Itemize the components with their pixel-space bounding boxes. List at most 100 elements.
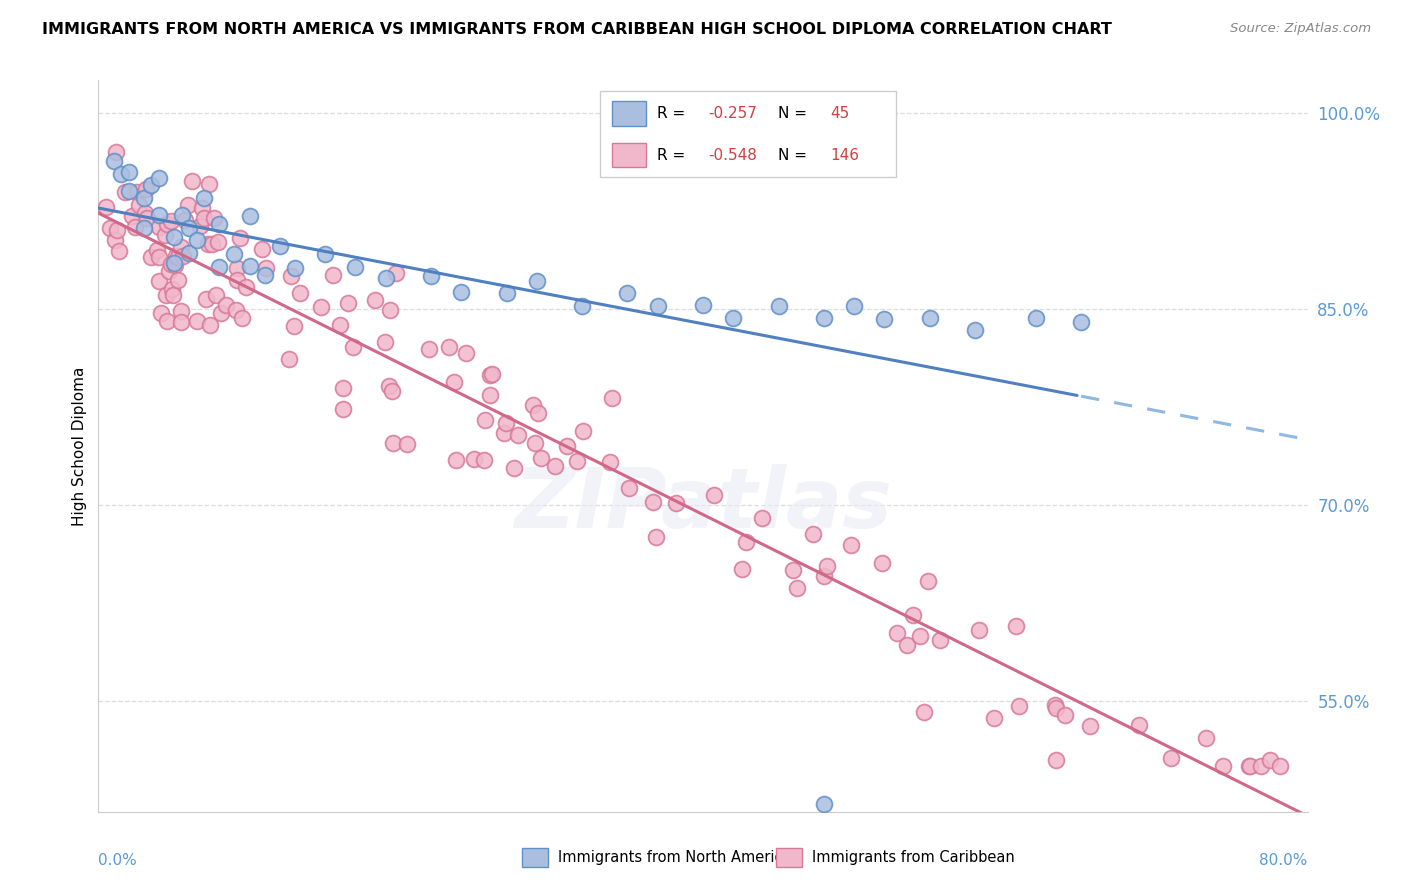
Point bbox=[225, 273, 247, 287]
Point bbox=[157, 263, 180, 277]
Point bbox=[481, 368, 503, 382]
Point bbox=[844, 299, 866, 313]
Point bbox=[224, 247, 246, 261]
Point bbox=[208, 260, 231, 274]
Point bbox=[162, 288, 184, 302]
Point bbox=[1045, 752, 1067, 766]
Text: N =: N = bbox=[778, 106, 811, 121]
Point bbox=[225, 302, 247, 317]
Point bbox=[207, 235, 229, 249]
Point bbox=[149, 306, 172, 320]
Point bbox=[572, 424, 595, 438]
Point bbox=[382, 436, 405, 450]
Point bbox=[647, 299, 669, 313]
Point bbox=[283, 318, 305, 333]
Point bbox=[98, 221, 121, 235]
Point bbox=[565, 453, 588, 467]
Point bbox=[103, 154, 125, 169]
Point bbox=[456, 345, 478, 359]
Point bbox=[1239, 759, 1261, 773]
Point bbox=[198, 177, 221, 191]
Point bbox=[156, 314, 179, 328]
Point bbox=[239, 209, 262, 223]
Point bbox=[160, 282, 183, 296]
Point bbox=[254, 260, 277, 275]
Point bbox=[782, 563, 804, 577]
Point bbox=[269, 239, 291, 253]
Point bbox=[643, 494, 665, 508]
Point bbox=[104, 233, 127, 247]
Point bbox=[208, 217, 231, 231]
Point bbox=[917, 574, 939, 588]
Point bbox=[139, 251, 162, 265]
Point bbox=[163, 258, 186, 272]
Point bbox=[239, 259, 262, 273]
Point bbox=[177, 198, 200, 212]
Point bbox=[148, 220, 170, 235]
Point bbox=[645, 530, 668, 544]
Bar bbox=[613, 144, 647, 168]
Point bbox=[1128, 718, 1150, 732]
Point bbox=[813, 797, 835, 811]
Point bbox=[215, 297, 238, 311]
Text: -0.257: -0.257 bbox=[707, 106, 756, 121]
Point bbox=[751, 511, 773, 525]
Point bbox=[288, 285, 311, 300]
Point bbox=[190, 219, 212, 233]
Point bbox=[148, 171, 170, 186]
Point bbox=[250, 242, 273, 256]
FancyBboxPatch shape bbox=[600, 90, 897, 177]
Point bbox=[322, 268, 344, 282]
Point bbox=[526, 275, 548, 289]
Point bbox=[527, 406, 550, 420]
Text: 45: 45 bbox=[830, 106, 849, 121]
Point bbox=[172, 250, 194, 264]
Y-axis label: High School Diploma: High School Diploma bbox=[72, 367, 87, 525]
Point bbox=[437, 340, 460, 354]
Point bbox=[522, 398, 544, 412]
Point bbox=[1250, 759, 1272, 773]
Point bbox=[332, 401, 354, 416]
Point bbox=[336, 296, 359, 310]
Point bbox=[198, 318, 221, 332]
Point bbox=[1053, 708, 1076, 723]
Point bbox=[1080, 719, 1102, 733]
Point bbox=[1212, 759, 1234, 773]
Point bbox=[160, 214, 183, 228]
Point bbox=[495, 416, 517, 430]
Point bbox=[910, 629, 932, 643]
Point bbox=[600, 391, 623, 405]
Point bbox=[197, 236, 219, 251]
Point bbox=[114, 185, 136, 199]
Point bbox=[1160, 751, 1182, 765]
Point bbox=[332, 381, 354, 395]
Point bbox=[105, 145, 128, 160]
Point bbox=[165, 249, 187, 263]
Point bbox=[132, 220, 155, 235]
Point bbox=[141, 178, 163, 192]
Point bbox=[786, 582, 808, 596]
Point bbox=[163, 230, 186, 244]
Point bbox=[228, 231, 250, 245]
Point bbox=[148, 208, 170, 222]
Point bbox=[374, 334, 396, 349]
Point bbox=[1070, 315, 1092, 329]
Text: N =: N = bbox=[778, 148, 811, 162]
Point bbox=[167, 250, 190, 264]
Point bbox=[420, 269, 443, 284]
Point bbox=[344, 260, 367, 274]
Point bbox=[396, 437, 419, 451]
Text: -0.548: -0.548 bbox=[707, 148, 756, 162]
Point bbox=[202, 211, 225, 225]
Point bbox=[231, 311, 253, 326]
Point bbox=[205, 287, 228, 301]
Point bbox=[181, 174, 204, 188]
Point bbox=[235, 279, 257, 293]
Point bbox=[817, 558, 839, 573]
Point bbox=[768, 299, 790, 313]
Point bbox=[186, 313, 208, 327]
Point bbox=[692, 298, 714, 312]
Point bbox=[555, 439, 578, 453]
Text: 80.0%: 80.0% bbox=[1260, 854, 1308, 869]
Point bbox=[134, 206, 156, 220]
